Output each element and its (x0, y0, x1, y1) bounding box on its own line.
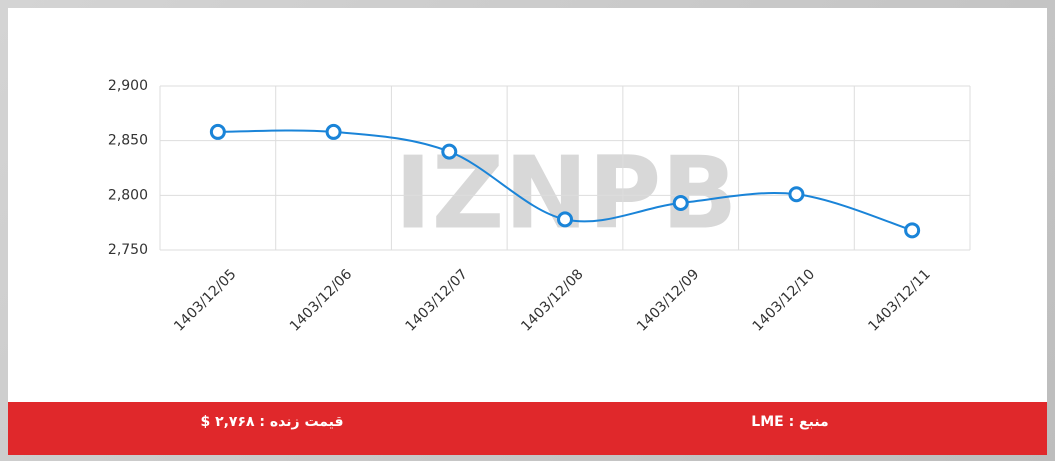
y-tick-label: 2,850 (108, 133, 148, 149)
y-tick-label: 2,750 (108, 242, 148, 258)
footer-price: قیمت زنده : ۲,۷۶۸ $ (200, 414, 343, 430)
y-tick-label: 2,900 (108, 78, 148, 94)
point (557, 211, 573, 228)
point (788, 186, 805, 203)
point (209, 123, 226, 140)
footer-source: منبع : LME (751, 414, 828, 430)
point (672, 194, 689, 211)
point (441, 143, 458, 160)
point (325, 123, 342, 140)
card (8, 8, 1047, 453)
footer-bar (8, 402, 1047, 455)
y-tick-label: 2,800 (108, 187, 148, 203)
point (904, 222, 921, 239)
